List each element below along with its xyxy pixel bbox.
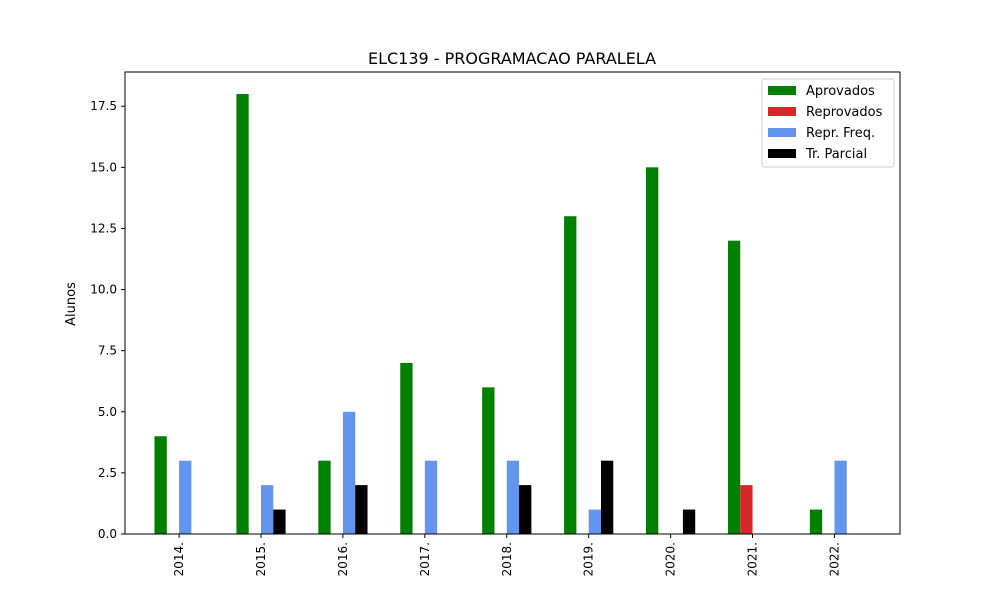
y-tick-label: 2.5	[98, 466, 117, 480]
legend-label: Aprovados	[806, 84, 875, 99]
bar-tr-parcial-2018	[519, 485, 532, 534]
y-tick-label: 5.0	[98, 405, 117, 419]
bar-repr-freq-2022	[834, 460, 847, 534]
y-tick-label: 12.5	[90, 221, 117, 235]
legend-box	[761, 78, 895, 168]
y-axis-label: Alunos	[64, 282, 79, 326]
x-tick-label: 2022.	[827, 542, 841, 576]
legend-swatch	[768, 149, 796, 158]
bar-repr-freq-2017	[424, 460, 438, 534]
bar-tr-parcial-2016	[355, 485, 368, 534]
axes-layer: 0.0 2.5 5.0 7.5 10.0 12.5 15.0 17.5 2014. 2015. 20…	[90, 71, 901, 576]
legend-label: Repr. Freq.	[806, 126, 875, 141]
legend: Aprovados Reprovados Repr. Freq. Tr. Parcia…	[761, 78, 895, 168]
bar-reprovados-2021	[740, 485, 753, 534]
bar-repr-freq-2015	[260, 485, 274, 534]
bar-aprovados-2020	[646, 167, 659, 534]
bar-repr-freq-2016	[342, 411, 356, 534]
bar-aprovados-2017	[400, 362, 413, 534]
bars-layer	[154, 94, 847, 535]
bar-tr-parcial-2019	[600, 460, 614, 534]
plot-frame	[124, 71, 901, 535]
x-tick-label: 2017.	[418, 542, 432, 576]
x-tick-label: 2014.	[172, 542, 186, 576]
bar-aprovados-2022	[809, 509, 823, 534]
chart-title: ELC139 - PROGRAMACAO PARALELA	[368, 49, 656, 68]
x-tick-label: 2021.	[746, 542, 760, 576]
y-tick-label: 0.0	[98, 527, 117, 541]
legend-swatch	[768, 107, 796, 116]
y-tick-label: 15.0	[90, 160, 117, 174]
y-tick-label: 7.5	[98, 344, 117, 358]
bar-repr-freq-2018	[506, 460, 520, 534]
legend-label: Reprovados	[806, 105, 883, 120]
legend-label: Tr. Parcial	[805, 147, 867, 162]
bar-repr-freq-2019	[588, 509, 601, 534]
x-tick-label: 2015.	[254, 542, 268, 576]
legend-swatch	[768, 128, 796, 137]
x-tick-label: 2019.	[582, 542, 596, 576]
bar-aprovados-2016	[318, 460, 331, 534]
y-tick-label: 17.5	[90, 99, 117, 113]
bar-aprovados-2019	[564, 216, 577, 534]
bar-aprovados-2014	[154, 436, 167, 534]
x-tick-label: 2018.	[500, 542, 514, 576]
y-tick-label: 10.0	[90, 283, 117, 297]
bar-aprovados-2018	[482, 387, 495, 534]
bar-aprovados-2021	[727, 240, 741, 535]
bar-tr-parcial-2015	[273, 509, 286, 534]
x-tick-label: 2016.	[336, 542, 350, 576]
bar-tr-parcial-2020	[682, 509, 696, 534]
legend-swatch	[768, 86, 796, 95]
bar-aprovados-2015	[236, 94, 249, 534]
x-tick-label: 2020.	[664, 542, 678, 576]
bar-repr-freq-2014	[179, 460, 192, 534]
